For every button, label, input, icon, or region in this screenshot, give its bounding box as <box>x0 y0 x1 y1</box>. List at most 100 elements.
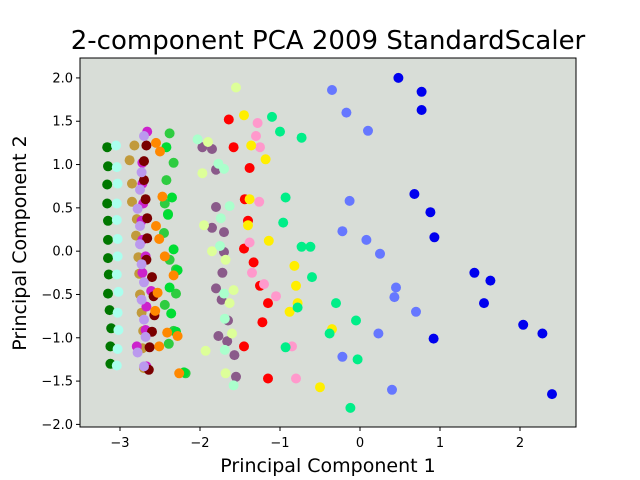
scatter-point-series-16 <box>267 111 277 122</box>
scatter-point-series-12 <box>219 313 230 324</box>
scatter-point-series-14 <box>252 118 263 128</box>
scatter-point-series-7 <box>168 157 179 168</box>
scatter-point-series-11 <box>224 298 235 309</box>
scatter-point-series-2 <box>111 140 121 151</box>
scatter-point-series-14 <box>255 142 265 153</box>
y-tick-label: 1.0 <box>52 158 73 173</box>
scatter-point-series-6 <box>136 294 147 305</box>
scatter-point-series-6 <box>136 167 147 178</box>
scatter-point-series-15 <box>284 306 295 317</box>
scatter-point-series-11 <box>231 82 241 93</box>
scatter-point-series-13 <box>228 142 239 153</box>
scatter-point-series-2 <box>111 215 122 225</box>
scatter-point-series-6 <box>135 239 145 250</box>
scatter-point-series-17 <box>327 85 337 95</box>
scatter-point-series-2 <box>113 286 124 297</box>
scatter-point-series-9 <box>152 287 163 298</box>
scatter-point-series-11 <box>203 137 213 147</box>
scatter-point-series-6 <box>140 331 151 342</box>
x-tick-label: −2 <box>190 436 209 451</box>
scatter-point-series-17 <box>341 107 352 118</box>
scatter-point-series-12 <box>219 163 229 174</box>
scatter-point-series-12 <box>192 134 203 145</box>
scatter-point-series-1 <box>103 288 113 299</box>
scatter-point-series-14 <box>259 279 269 290</box>
scatter-point-series-9 <box>154 234 165 244</box>
scatter-point-series-8 <box>168 244 179 255</box>
y-axis-ticks: −2.0 −1.5 −1.0 −0.5 0.0 0.5 1.0 1.5 2.0 <box>41 71 80 433</box>
scatter-point-series-16 <box>351 315 361 326</box>
scatter-point-series-2 <box>112 178 123 189</box>
scatter-point-series-16 <box>352 354 363 365</box>
scatter-point-series-14 <box>251 131 261 141</box>
scatter-point-series-2 <box>112 344 123 354</box>
y-tick-label: −1.0 <box>41 331 73 346</box>
scatter-point-series-6 <box>139 131 149 141</box>
scatter-point-series-2 <box>111 162 122 173</box>
scatter-point-series-10 <box>219 227 229 238</box>
scatter-point-series-9 <box>157 191 168 202</box>
scatter-point-series-16 <box>280 192 291 203</box>
scatter-point-series-3 <box>127 196 137 207</box>
scatter-point-series-13 <box>244 163 255 173</box>
scatter-point-series-11 <box>200 345 211 356</box>
scatter-point-series-17 <box>363 125 373 136</box>
x-tick-label: 0 <box>356 436 364 451</box>
scatter-point-series-17 <box>387 384 397 395</box>
scatter-point-series-10 <box>217 267 228 278</box>
scatter-point-series-12 <box>215 213 226 224</box>
scatter-point-series-6 <box>136 259 147 270</box>
y-axis-label: Principal Component 2 <box>9 135 31 350</box>
scatter-point-series-10 <box>229 350 240 361</box>
scatter-point-series-9 <box>151 221 161 231</box>
scatter-point-series-13 <box>263 298 273 309</box>
scatter-point-series-7 <box>159 299 170 310</box>
scatter-point-series-1 <box>103 161 113 172</box>
scatter-point-series-8 <box>167 192 177 203</box>
scatter-point-series-15 <box>289 260 300 271</box>
scatter-point-series-12 <box>228 380 239 391</box>
scatter-point-series-2 <box>112 307 123 318</box>
scatter-point-series-18 <box>537 328 548 339</box>
scatter-point-series-12 <box>224 201 235 212</box>
scatter-point-series-8 <box>164 282 175 293</box>
scatter-point-series-13 <box>223 114 234 125</box>
scatter-point-series-14 <box>244 237 255 248</box>
scatter-point-series-17 <box>375 248 385 259</box>
scatter-point-series-15 <box>263 235 274 246</box>
scatter-point-series-16 <box>296 132 307 143</box>
x-axis-label: Principal Component 1 <box>220 455 435 477</box>
scatter-point-series-17 <box>361 234 372 245</box>
scatter-point-series-12 <box>219 344 230 355</box>
scatter-point-series-15 <box>244 194 255 205</box>
scatter-point-series-9 <box>150 305 161 316</box>
scatter-point-series-10 <box>213 331 224 341</box>
scatter-point-series-18 <box>425 207 436 218</box>
scatter-point-series-2 <box>112 234 123 244</box>
scatter-point-series-5 <box>144 342 155 353</box>
scatter-point-series-14 <box>247 267 257 278</box>
y-tick-label: −2.0 <box>41 418 73 433</box>
scatter-point-series-12 <box>215 241 225 251</box>
y-tick-label: 2.0 <box>52 71 73 86</box>
scatter-point-series-17 <box>344 195 355 206</box>
scatter-point-series-15 <box>246 140 257 151</box>
scatter-point-series-10 <box>207 222 217 233</box>
x-tick-label: 2 <box>516 436 524 451</box>
scatter-point-series-15 <box>291 280 301 291</box>
scatter-point-series-18 <box>547 389 557 400</box>
scatter-point-series-1 <box>103 234 113 245</box>
scatter-point-series-11 <box>227 328 237 339</box>
scatter-point-series-10 <box>231 371 241 382</box>
scatter-point-series-9 <box>154 341 165 352</box>
y-tick-label: 1.5 <box>52 115 73 130</box>
scatter-point-series-7 <box>164 128 175 139</box>
scatter-point-series-16 <box>275 126 285 137</box>
scatter-point-series-17 <box>373 328 384 339</box>
scatter-point-series-9 <box>151 137 161 148</box>
scatter-point-series-16 <box>305 241 316 252</box>
scatter-point-series-2 <box>113 325 124 335</box>
scatter-point-series-12 <box>219 288 229 299</box>
scatter-point-series-3 <box>127 178 137 189</box>
scatter-point-series-16 <box>331 298 341 309</box>
